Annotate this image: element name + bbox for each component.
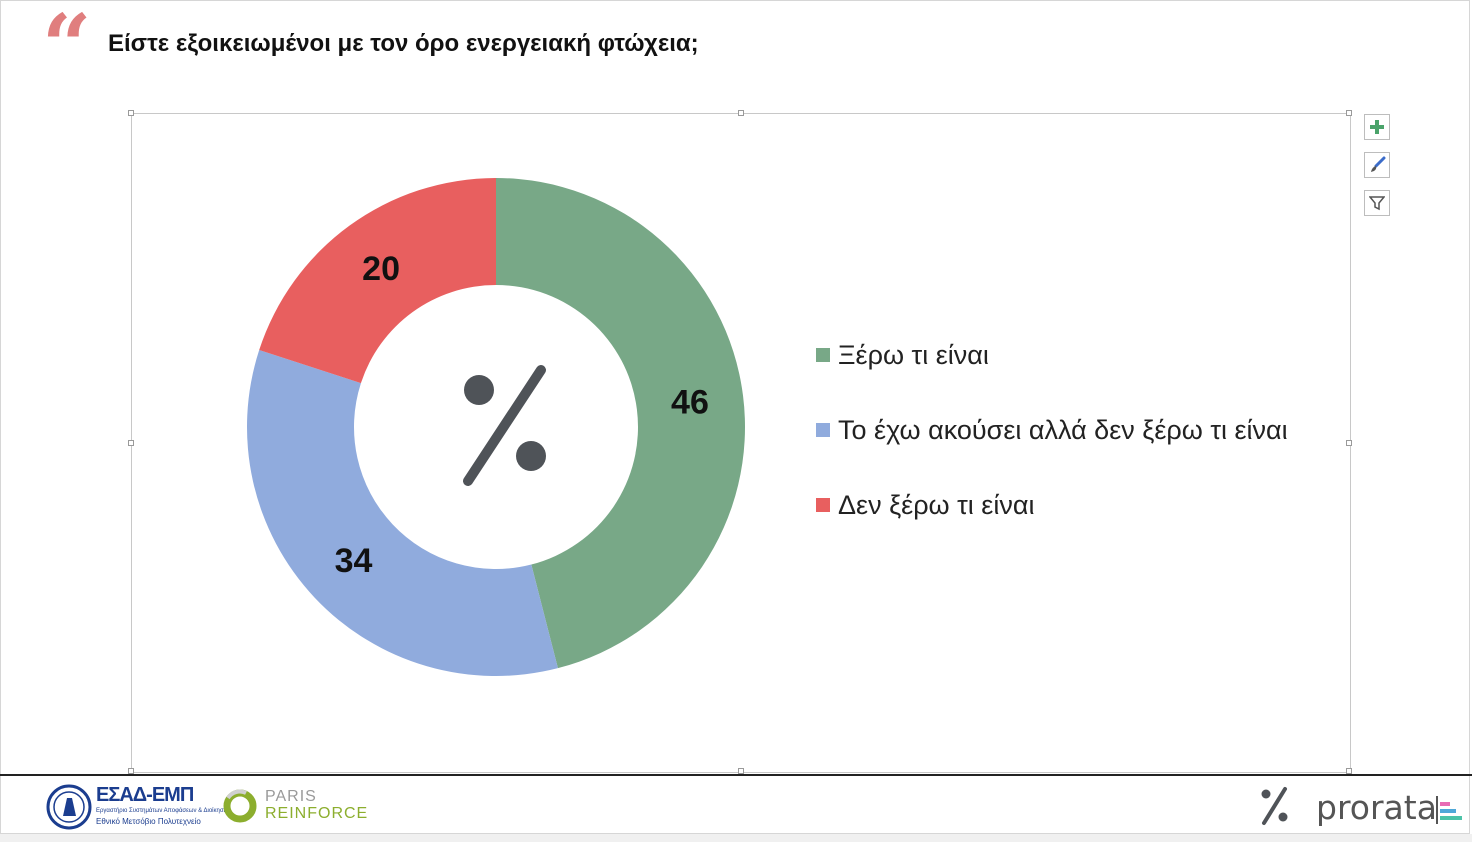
legend-item-3[interactable]: Δεν ξέρω τι είναι bbox=[816, 486, 1288, 524]
prorata-bars-icon bbox=[1436, 796, 1462, 824]
resize-handle-tr[interactable] bbox=[1346, 110, 1352, 116]
legend-swatch bbox=[816, 423, 830, 437]
chart-legend: Ξέρω τι είναι Το έχω ακούσει αλλά δεν ξέρ… bbox=[816, 336, 1288, 561]
chart-elements-button[interactable] bbox=[1364, 114, 1390, 140]
resize-handle-bl[interactable] bbox=[128, 768, 134, 774]
esad-subtitle: Εργαστήριο Συστημάτων Αποφάσεων & Διοίκη… bbox=[96, 808, 230, 814]
legend-label: Το έχω ακούσει αλλά δεν ξέρω τι είναι bbox=[838, 414, 1288, 445]
chart-area[interactable] bbox=[128, 110, 1352, 774]
esad-university: Εθνικό Μετσόβιο Πολυτεχνείο bbox=[96, 817, 201, 826]
resize-handle-mr[interactable] bbox=[1346, 440, 1352, 446]
ntua-seal-icon bbox=[46, 784, 92, 830]
chart-filters-button[interactable] bbox=[1364, 190, 1390, 216]
quote-icon: “ bbox=[42, 0, 92, 97]
legend-label: Ξέρω τι είναι bbox=[838, 339, 989, 370]
resize-handle-tc[interactable] bbox=[738, 110, 744, 116]
legend-swatch bbox=[816, 498, 830, 512]
legend-label: Δεν ξέρω τι είναι bbox=[838, 489, 1035, 520]
paris-reinforce-logo: PARIS REINFORCE bbox=[222, 786, 382, 826]
footer-divider bbox=[0, 774, 1472, 776]
question-title: Είστε εξοικειωμένοι με τον όρο ενεργειακ… bbox=[108, 30, 699, 57]
resize-handle-bc[interactable] bbox=[738, 768, 744, 774]
resize-handle-br[interactable] bbox=[1346, 768, 1352, 774]
legend-item-1[interactable]: Ξέρω τι είναι bbox=[816, 336, 1288, 374]
prorata-logo: prorata bbox=[1256, 784, 1466, 830]
esad-title: ΕΣΑΔ-ΕΜΠ bbox=[96, 784, 194, 806]
paris-ring-icon bbox=[223, 789, 257, 823]
reinforce-word: REINFORCE bbox=[265, 805, 369, 822]
prorata-percent-icon bbox=[1261, 787, 1288, 825]
data-label-1: 46 bbox=[671, 383, 709, 421]
legend-swatch bbox=[816, 348, 830, 362]
brush-icon bbox=[1371, 156, 1386, 172]
resize-handle-ml[interactable] bbox=[128, 440, 134, 446]
data-label-3: 20 bbox=[362, 250, 400, 288]
prorata-wordmark: prorata bbox=[1316, 788, 1437, 827]
data-label-2: 34 bbox=[335, 542, 373, 580]
percent-icon bbox=[463, 365, 546, 486]
paris-word: PARIS bbox=[265, 788, 317, 805]
donut-slice-2[interactable] bbox=[247, 350, 558, 676]
donut-slice-3[interactable] bbox=[259, 178, 496, 384]
plus-icon bbox=[1370, 120, 1384, 134]
footer-strip bbox=[0, 834, 1472, 842]
donut-slice-1[interactable] bbox=[496, 178, 745, 669]
esad-logo: ΕΣΑΔ-ΕΜΠ Εργαστήριο Συστημάτων Αποφάσεων… bbox=[46, 784, 230, 830]
chart-styles-button[interactable] bbox=[1364, 152, 1390, 178]
resize-handle-tl[interactable] bbox=[128, 110, 134, 116]
legend-item-2[interactable]: Το έχω ακούσει αλλά δεν ξέρω τι είναι bbox=[816, 411, 1288, 449]
filter-icon bbox=[1369, 196, 1385, 211]
